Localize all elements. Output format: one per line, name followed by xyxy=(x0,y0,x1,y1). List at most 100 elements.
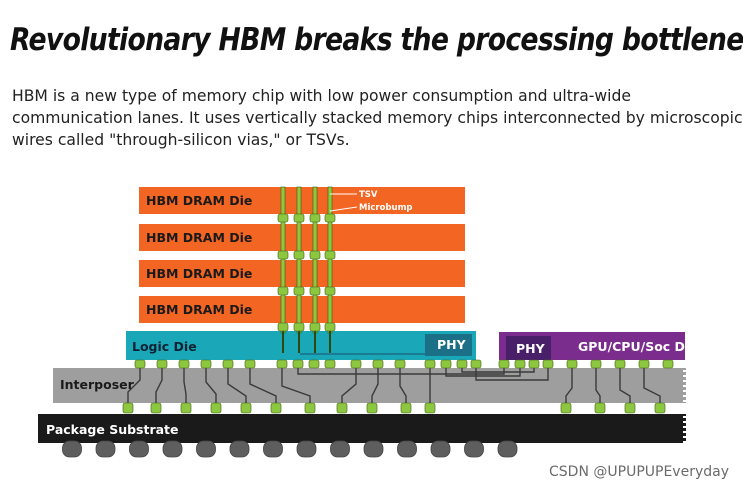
microbump xyxy=(293,286,305,296)
interposer-wire xyxy=(249,368,277,404)
dram-die-label: HBM DRAM Die xyxy=(146,266,252,281)
solder-ball xyxy=(129,440,149,458)
interposer-wire xyxy=(227,368,247,404)
dram-die: HBM DRAM Die xyxy=(139,187,465,214)
interposer-wire xyxy=(461,368,535,373)
microbump xyxy=(324,250,336,260)
microbump xyxy=(424,402,436,414)
microbump xyxy=(277,286,289,296)
solder-ball xyxy=(296,440,317,458)
logic-phy-label: PHY xyxy=(437,337,467,352)
solder-ball xyxy=(363,440,384,458)
microbump xyxy=(308,359,320,369)
tsv xyxy=(296,186,302,334)
interposer-wire xyxy=(155,368,163,404)
microbump xyxy=(276,359,288,369)
tsv xyxy=(327,186,333,334)
microbump xyxy=(324,359,336,369)
tsv xyxy=(280,186,286,334)
microbump xyxy=(624,402,636,414)
microbump xyxy=(324,213,336,223)
microbump xyxy=(350,359,362,369)
microbump xyxy=(309,286,321,296)
microbump xyxy=(277,322,289,332)
microbump xyxy=(440,359,452,369)
microbump xyxy=(150,402,162,414)
tsv-logic-link xyxy=(298,331,300,353)
interposer-label: Interposer xyxy=(60,377,135,392)
description-line: wires called "through-silicon vias," or … xyxy=(12,131,350,149)
microbump xyxy=(309,213,321,223)
solder-ball xyxy=(430,440,451,458)
gpu-die-label: GPU/CPU/Soc Die xyxy=(578,339,698,354)
microbump xyxy=(210,402,222,414)
microbump xyxy=(528,359,540,369)
interposer-vias xyxy=(122,402,666,414)
microbump xyxy=(309,250,321,260)
microbump xyxy=(590,359,602,369)
microbump xyxy=(180,402,192,414)
gpu-die: PHY GPU/CPU/Soc Die xyxy=(499,332,698,360)
microbump xyxy=(304,402,316,414)
description-line: HBM is a new type of memory chip with lo… xyxy=(12,87,631,105)
microbump xyxy=(514,359,526,369)
microbump xyxy=(324,322,336,332)
page-title: Revolutionary HBM breaks the processing … xyxy=(10,22,743,58)
gpu-phy xyxy=(506,336,551,360)
microbump xyxy=(614,359,626,369)
dram-die-label: HBM DRAM Die xyxy=(146,230,252,245)
microbump xyxy=(372,359,384,369)
microbump xyxy=(456,359,468,369)
microbump xyxy=(336,402,348,414)
microbump xyxy=(498,359,510,369)
solder-ball xyxy=(397,440,417,458)
microbump xyxy=(470,359,482,369)
microbump xyxy=(178,359,190,369)
tsv xyxy=(312,186,318,334)
interposer-wire xyxy=(595,368,601,404)
microbump xyxy=(366,402,378,414)
microbump xyxy=(292,359,304,369)
microbump xyxy=(277,250,289,260)
microbump xyxy=(240,402,252,414)
description: HBM is a new type of memory chip with lo… xyxy=(12,85,743,151)
interposer-wire xyxy=(281,368,311,404)
microbump xyxy=(309,322,321,332)
tsv-logic-link xyxy=(329,331,331,353)
dram-die: HBM DRAM Die xyxy=(139,260,465,287)
microbump xyxy=(156,359,168,369)
solder-ball xyxy=(162,440,183,458)
dram-stack: HBM DRAM Die HBM DRAM Die HBM DRAM Die H… xyxy=(139,187,465,323)
microbump xyxy=(293,322,305,332)
microbump xyxy=(662,359,674,369)
dram-die-label: HBM DRAM Die xyxy=(146,302,252,317)
solder-ball xyxy=(196,440,216,458)
tsv-callout: TSV Microbump xyxy=(329,190,413,213)
microbump xyxy=(200,359,212,369)
solder-ball xyxy=(95,440,116,458)
solder-ball xyxy=(330,440,350,458)
gpu-phy-label: PHY xyxy=(516,341,546,356)
microbump xyxy=(594,402,606,414)
interposer-wire xyxy=(127,368,141,404)
microbump xyxy=(277,213,289,223)
package-substrate: Package Substrate xyxy=(38,414,686,443)
microbump-row xyxy=(134,359,674,369)
dram-die: HBM DRAM Die xyxy=(139,224,465,251)
interposer-wire xyxy=(619,368,631,404)
interposer-wire xyxy=(371,368,379,404)
microbump xyxy=(566,359,578,369)
microbump xyxy=(244,359,256,369)
microbump xyxy=(293,213,305,223)
microbump xyxy=(542,359,554,369)
substrate-label: Package Substrate xyxy=(46,422,179,437)
solder-ball xyxy=(263,440,283,458)
microbump xyxy=(293,250,305,260)
interposer-wire xyxy=(643,368,661,404)
logic-die-label: Logic Die xyxy=(132,339,197,354)
logic-phy xyxy=(425,334,472,356)
dram-die-label: HBM DRAM Die xyxy=(146,193,252,208)
tsv-label: TSV xyxy=(359,190,378,200)
tsv-columns xyxy=(277,186,336,353)
